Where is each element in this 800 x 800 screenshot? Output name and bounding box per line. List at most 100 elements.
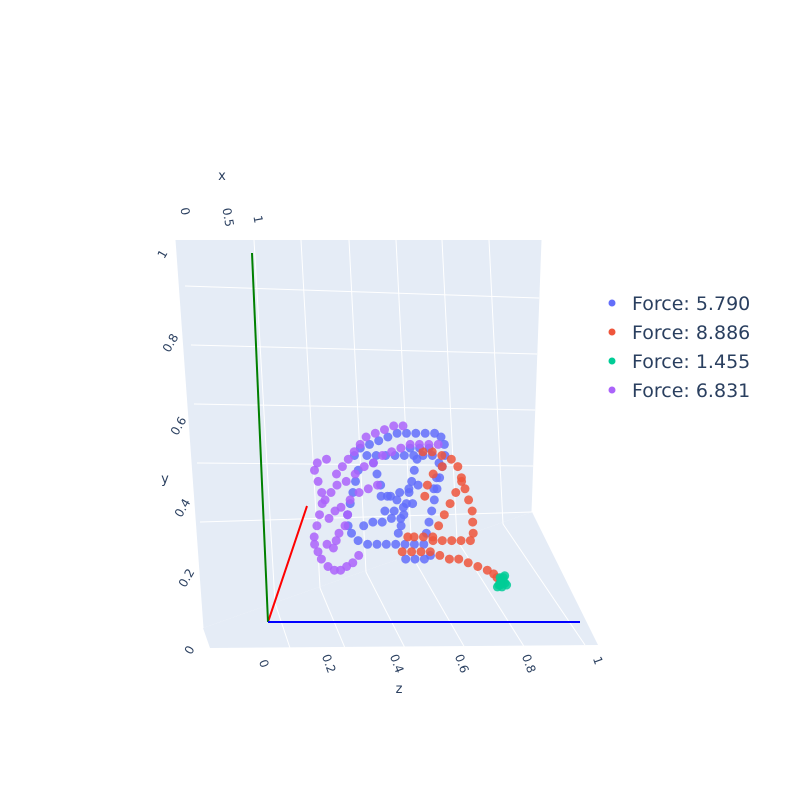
point-series-3-2 bbox=[316, 554, 326, 564]
point-series-0-10 bbox=[436, 432, 446, 442]
z-tick-2: 0.4 bbox=[387, 652, 407, 675]
grid-wall-h-2 bbox=[193, 403, 536, 411]
point-series-0-63 bbox=[386, 513, 396, 523]
point-series-3-33 bbox=[359, 462, 369, 472]
point-series-1-28 bbox=[420, 491, 430, 501]
scene-3d[interactable] bbox=[174, 239, 598, 649]
point-series-1-2 bbox=[437, 451, 447, 460]
point-series-3-37 bbox=[396, 443, 406, 453]
point-series-3-20 bbox=[343, 454, 353, 464]
legend-item-2[interactable]: Force: 1.455 bbox=[608, 351, 751, 373]
y-tick-0: 0 bbox=[182, 643, 198, 657]
point-series-1-12 bbox=[456, 536, 466, 546]
point-series-1-3 bbox=[446, 454, 456, 464]
point-series-1-22 bbox=[439, 510, 449, 520]
point-series-3-27 bbox=[398, 421, 408, 431]
point-series-2-9 bbox=[500, 571, 510, 581]
z-tick-4: 0.8 bbox=[519, 652, 539, 675]
point-series-1-34 bbox=[444, 554, 454, 564]
grid-floor-2 bbox=[365, 571, 406, 649]
point-series-0-3 bbox=[374, 436, 384, 446]
point-series-1-23 bbox=[434, 521, 444, 531]
point-series-3-22 bbox=[355, 439, 365, 449]
point-series-1-0 bbox=[418, 447, 428, 457]
legend-label-1: Force: 8.886 bbox=[632, 322, 750, 344]
point-series-0-59 bbox=[408, 499, 418, 509]
x-axis-line bbox=[267, 505, 308, 623]
point-series-0-26 bbox=[363, 539, 373, 549]
point-series-1-30 bbox=[407, 547, 417, 557]
point-series-0-69 bbox=[392, 495, 402, 505]
point-series-0-60 bbox=[359, 521, 369, 531]
gridlines bbox=[174, 239, 586, 649]
point-series-3-31 bbox=[341, 476, 351, 486]
point-series-0-64 bbox=[396, 513, 406, 523]
legend-label-2: Force: 1.455 bbox=[632, 351, 750, 373]
point-series-1-20 bbox=[451, 488, 461, 497]
x-tick-2: 1 bbox=[250, 214, 265, 224]
point-series-3-53 bbox=[340, 521, 350, 531]
point-series-3-29 bbox=[326, 488, 336, 497]
point-series-0-7 bbox=[411, 428, 421, 438]
grid-wall-h-1 bbox=[190, 344, 538, 355]
point-series-0-20 bbox=[419, 539, 429, 549]
point-series-1-4 bbox=[453, 462, 463, 472]
point-series-3-32 bbox=[350, 469, 360, 479]
point-series-1-11 bbox=[465, 536, 475, 546]
y-tick-2: 0.4 bbox=[172, 496, 194, 520]
point-series-3-7 bbox=[348, 558, 358, 568]
point-series-0-18 bbox=[424, 517, 434, 527]
point-series-0-11 bbox=[439, 439, 449, 449]
point-series-3-21 bbox=[349, 447, 359, 457]
point-series-1-26 bbox=[428, 469, 438, 479]
z-tick-labels: 0 0.2 0.4 0.6 0.8 1 bbox=[256, 652, 606, 675]
point-series-0-5 bbox=[392, 428, 402, 438]
point-series-3-26 bbox=[389, 421, 399, 431]
point-series-0-28 bbox=[347, 528, 356, 538]
point-series-1-13 bbox=[447, 536, 457, 546]
x-tick-labels: 0 0.5 1 bbox=[177, 206, 265, 228]
legend-marker-3 bbox=[608, 386, 616, 394]
point-series-0-33 bbox=[351, 476, 360, 486]
legend-marker-1 bbox=[608, 328, 616, 336]
y-axis-title: y bbox=[161, 472, 169, 487]
point-series-0-23 bbox=[391, 539, 401, 549]
point-series-3-51 bbox=[331, 536, 341, 546]
grid-floor-5 bbox=[502, 523, 586, 646]
point-series-0-24 bbox=[381, 539, 391, 549]
legend-label-3: Force: 6.831 bbox=[632, 380, 750, 402]
grid-wall-h-4 bbox=[199, 511, 533, 523]
point-series-3-0 bbox=[310, 539, 320, 549]
y-tick-4: 0.8 bbox=[160, 331, 182, 355]
point-series-3-52 bbox=[334, 528, 344, 538]
point-series-0-61 bbox=[368, 517, 378, 527]
point-series-1-25 bbox=[437, 462, 447, 472]
legend-item-3[interactable]: Force: 6.831 bbox=[608, 380, 751, 402]
grid-floor-3 bbox=[411, 555, 466, 649]
point-series-1-29 bbox=[397, 547, 407, 557]
data-points bbox=[309, 421, 512, 592]
y-tick-5: 1 bbox=[155, 247, 171, 261]
legend-item-0[interactable]: Force: 5.790 bbox=[608, 293, 751, 315]
grid-wall-h-0 bbox=[184, 285, 540, 299]
point-series-0-44 bbox=[409, 465, 419, 475]
z-tick-3: 0.6 bbox=[452, 652, 472, 675]
point-series-0-56 bbox=[380, 506, 390, 516]
point-series-0-36 bbox=[371, 451, 381, 460]
legend: Force: 5.790 Force: 8.886 Force: 1.455 Forc… bbox=[608, 293, 751, 402]
legend-item-1[interactable]: Force: 8.886 bbox=[608, 322, 751, 344]
point-series-3-18 bbox=[332, 469, 341, 479]
point-series-0-2 bbox=[365, 439, 374, 449]
point-series-3-47 bbox=[363, 484, 373, 494]
floor-plane bbox=[203, 512, 598, 648]
point-series-3-38 bbox=[405, 439, 415, 449]
point-series-3-48 bbox=[373, 480, 382, 490]
point-series-3-28 bbox=[320, 495, 330, 505]
point-series-0-77 bbox=[410, 554, 420, 564]
z-axis-title: z bbox=[396, 682, 403, 697]
grid-floor-0 bbox=[274, 602, 291, 649]
point-series-1-9 bbox=[468, 517, 478, 527]
point-series-0-68 bbox=[382, 491, 392, 501]
point-series-1-1 bbox=[427, 447, 437, 457]
point-series-3-40 bbox=[424, 439, 434, 449]
